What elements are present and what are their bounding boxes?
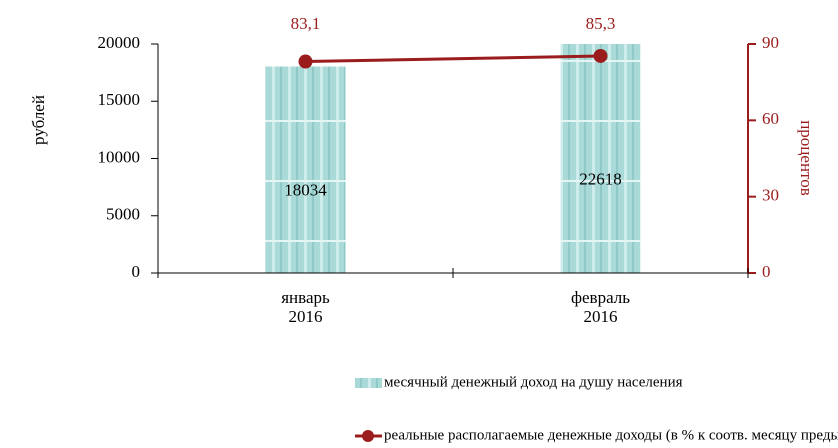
- y2-axis-label: процентов: [797, 120, 816, 196]
- line-value-label: 83,1: [291, 14, 321, 33]
- line: [305, 54, 601, 64]
- line-marker: [298, 54, 313, 69]
- line-marker: [593, 48, 608, 63]
- x-tick-label: февраль 2016: [570, 288, 631, 326]
- legend-label: месячный денежный доход на душу населени…: [384, 374, 683, 390]
- legend-swatch: [355, 378, 382, 388]
- line-value-label: 85,3: [586, 14, 616, 33]
- y-tick-label: 15000: [98, 90, 141, 109]
- legend-swatch-marker: [362, 430, 374, 442]
- bar: [265, 66, 346, 273]
- bar-value-label: 22618: [579, 169, 622, 188]
- legend-label: реальные располагаемые денежные доходы (…: [384, 427, 838, 443]
- y2-tick-label: 90: [762, 33, 779, 52]
- bars: [265, 44, 641, 273]
- bar: [560, 44, 641, 273]
- y2-tick-label: 0: [762, 262, 771, 281]
- y2-tick-label: 30: [762, 186, 779, 205]
- y-tick-label: 5000: [106, 205, 140, 224]
- y-tick-label: 10000: [98, 147, 141, 166]
- y2-tick-label: 60: [762, 109, 779, 128]
- x-tick-label: январь 2016: [281, 288, 330, 326]
- y-axis-label: рублей: [29, 95, 48, 145]
- bar-value-label: 18034: [284, 181, 327, 200]
- y-tick-label: 20000: [98, 33, 141, 52]
- y-tick-label: 0: [132, 262, 141, 281]
